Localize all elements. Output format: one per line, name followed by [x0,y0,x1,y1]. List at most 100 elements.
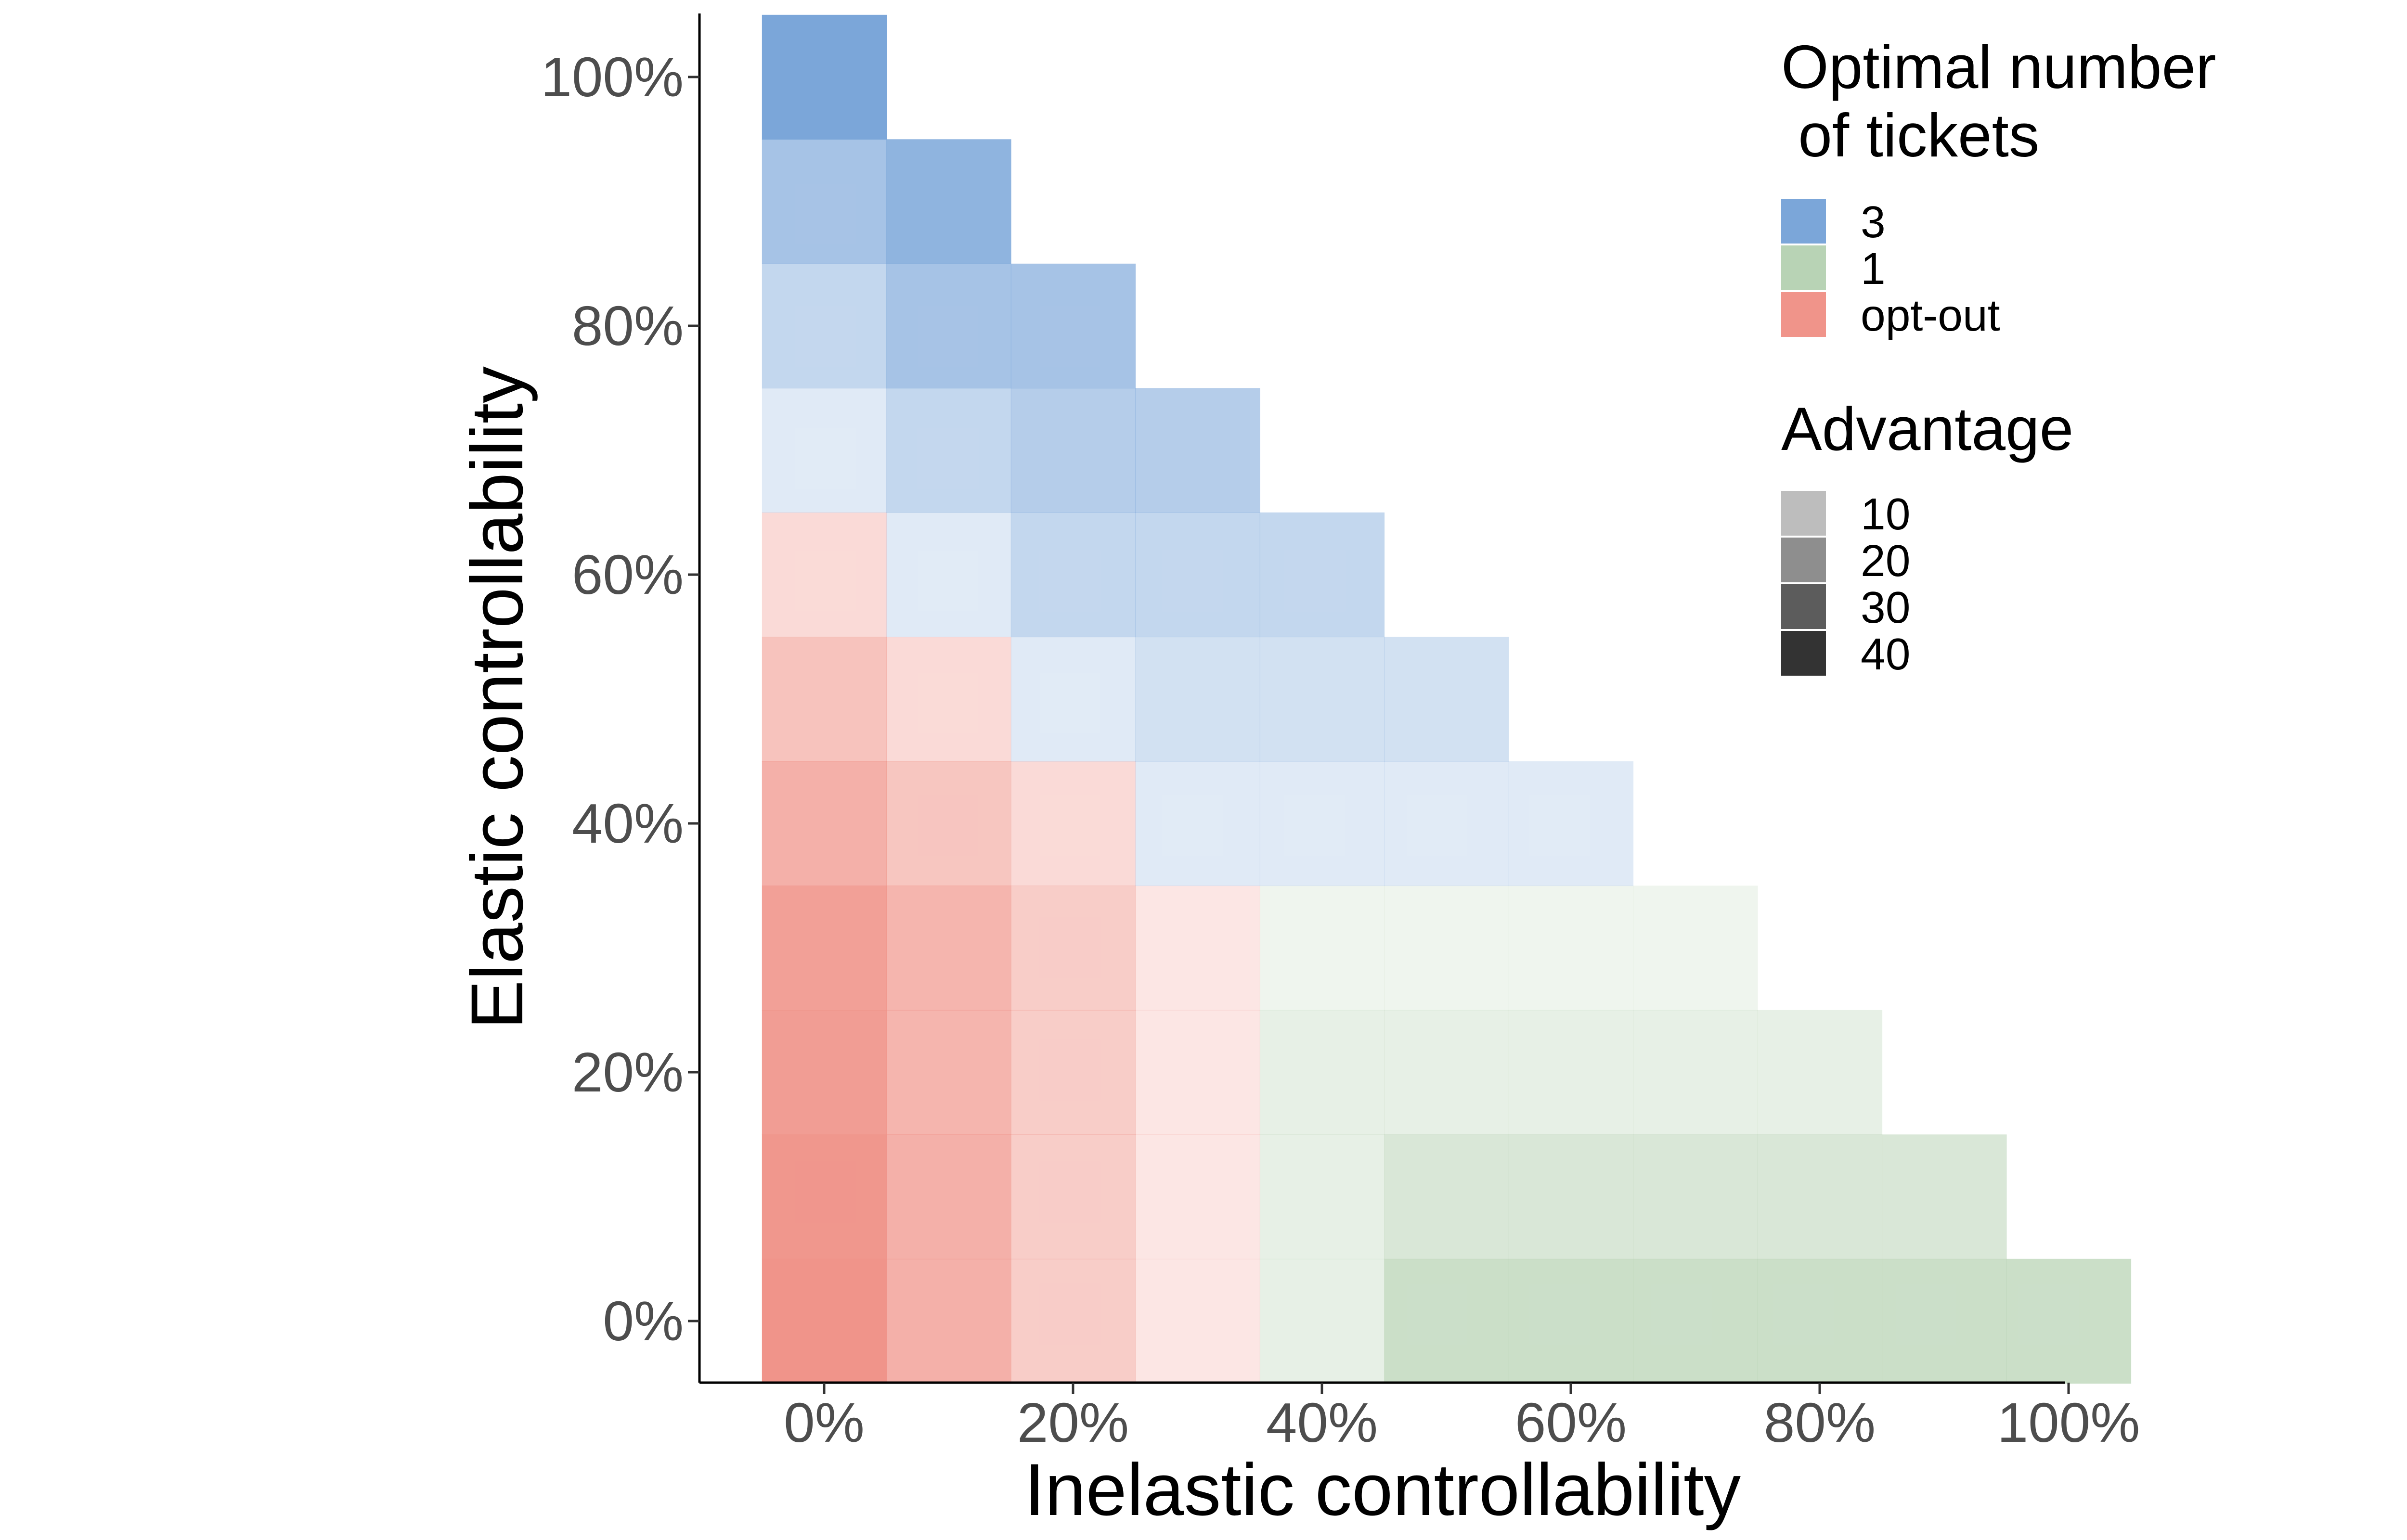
x-tick-label: 0% [784,1391,865,1454]
x-tick-label: 60% [1515,1391,1627,1454]
x-axis-ticks: 0% 20% 40% 60% 80% 100% [784,1383,2140,1454]
heatmap-cell [1010,512,1136,638]
heatmap-cell [1633,1010,1758,1135]
alpha-legend-swatch [1781,491,1826,536]
heatmap-cell [762,761,887,886]
heatmap-cell [1757,1010,1883,1135]
x-tick-label: 80% [1764,1391,1876,1454]
heatmap-cell [762,886,887,1011]
heatmap-cell [1259,512,1385,638]
heatmap-cell [886,263,1011,389]
heatmap-cell [886,1010,1011,1135]
heatmap-cell [1259,1010,1385,1135]
y-axis-ticks: 0% 20% 40% 60% 80% 100% [541,46,699,1352]
heatmap-cell [1010,637,1136,762]
y-axis-title: Elastic controllability [456,366,538,1029]
x-axis-title: Inelastic controllability [1024,1449,1741,1531]
x-tick-label: 100% [1997,1391,2140,1454]
heatmap-cell [1384,886,1509,1011]
heatmap-cell [1384,761,1509,886]
alpha-legend-swatch [1781,631,1826,676]
heatmap-cell [886,637,1011,762]
alpha-legend-swatch [1781,584,1826,629]
heatmap-cell [1882,1258,2007,1384]
heatmap-cell [886,886,1011,1011]
heatmap-cell [1010,1258,1136,1384]
heatmap-cell [1135,637,1260,762]
y-tick-label: 20% [572,1041,684,1104]
fill-legend-label: opt-out [1861,290,2000,340]
x-tick-label: 40% [1266,1391,1378,1454]
fill-legend-swatch [1781,292,1826,337]
heatmap-cell [1384,1010,1509,1135]
heatmap-cell [886,1134,1011,1259]
fill-legend-title-line-2: of tickets [1781,101,2039,169]
heatmap-cell [1010,388,1136,513]
fill-legend-label: 3 [1861,197,1886,247]
y-tick-label: 80% [572,295,684,357]
heatmap-cell [762,1258,887,1384]
x-tick-label: 20% [1017,1391,1129,1454]
heatmap-cell [1508,886,1634,1011]
heatmap-cell [1508,761,1634,886]
heatmap-cell [1384,637,1509,762]
heatmap-cell [1259,886,1385,1011]
heatmap-cell [886,761,1011,886]
heatmap-cell [762,388,887,513]
heatmap-cell [2006,1258,2132,1384]
heatmap-cell [1757,1134,1883,1259]
heatmap-cell [762,1010,887,1135]
heatmap-cell [1135,512,1260,638]
heatmap-cell [762,263,887,389]
y-tick-label: 40% [572,792,684,855]
heatmap-cell [1135,1258,1260,1384]
heatmap-cell [1135,1134,1260,1259]
heatmap-cell [1882,1134,2007,1259]
heatmap-cell [1508,1258,1634,1384]
heatmap-cell [886,139,1011,264]
heatmap-cell [1010,263,1136,389]
alpha-legend-label: 30 [1861,582,1910,632]
heatmap-cell [762,1134,887,1259]
heatmap-cell [886,388,1011,513]
alpha-legend-label: 10 [1861,489,1910,539]
heatmap-cell [1135,1010,1260,1135]
y-tick-label: 100% [541,46,684,108]
alpha-legend-label: 40 [1861,629,1910,679]
heatmap-cell [1135,761,1260,886]
heatmap-cell [1384,1258,1509,1384]
heatmap-cell [1757,1258,1883,1384]
fill-legend-title-line-1: Optimal number [1781,33,2216,101]
heatmap-cell [1010,761,1136,886]
alpha-legend-title: Advantage [1781,395,2073,463]
fill-legend-swatch [1781,245,1826,290]
heatmap-cell [762,139,887,264]
heatmap-cell [1508,1010,1634,1135]
heatmap-cell [1135,388,1260,513]
heatmap-cell [1259,761,1385,886]
heatmap-cell [1010,1134,1136,1259]
heatmap-cell [762,512,887,638]
heatmap-cell [762,14,887,140]
fill-legend-swatch [1781,199,1826,244]
heatmap-cell [1010,886,1136,1011]
fill-legend-label: 1 [1861,244,1886,294]
heatmap-cell [886,512,1011,638]
heatmap-cell [1259,637,1385,762]
alpha-legend-swatch [1781,538,1826,582]
heatmap-cell [1135,886,1260,1011]
heatmap-cell [1259,1258,1385,1384]
heatmap-cell [1259,1134,1385,1259]
heatmap-cell [1508,1134,1634,1259]
heatmap-cell [1633,886,1758,1011]
y-tick-label: 0% [603,1290,684,1352]
alpha-legend-label: 20 [1861,536,1910,586]
heatmap-cell [1384,1134,1509,1259]
heatmap-cell [1633,1258,1758,1384]
y-tick-label: 60% [572,543,684,606]
heatmap-cells [762,14,2132,1384]
